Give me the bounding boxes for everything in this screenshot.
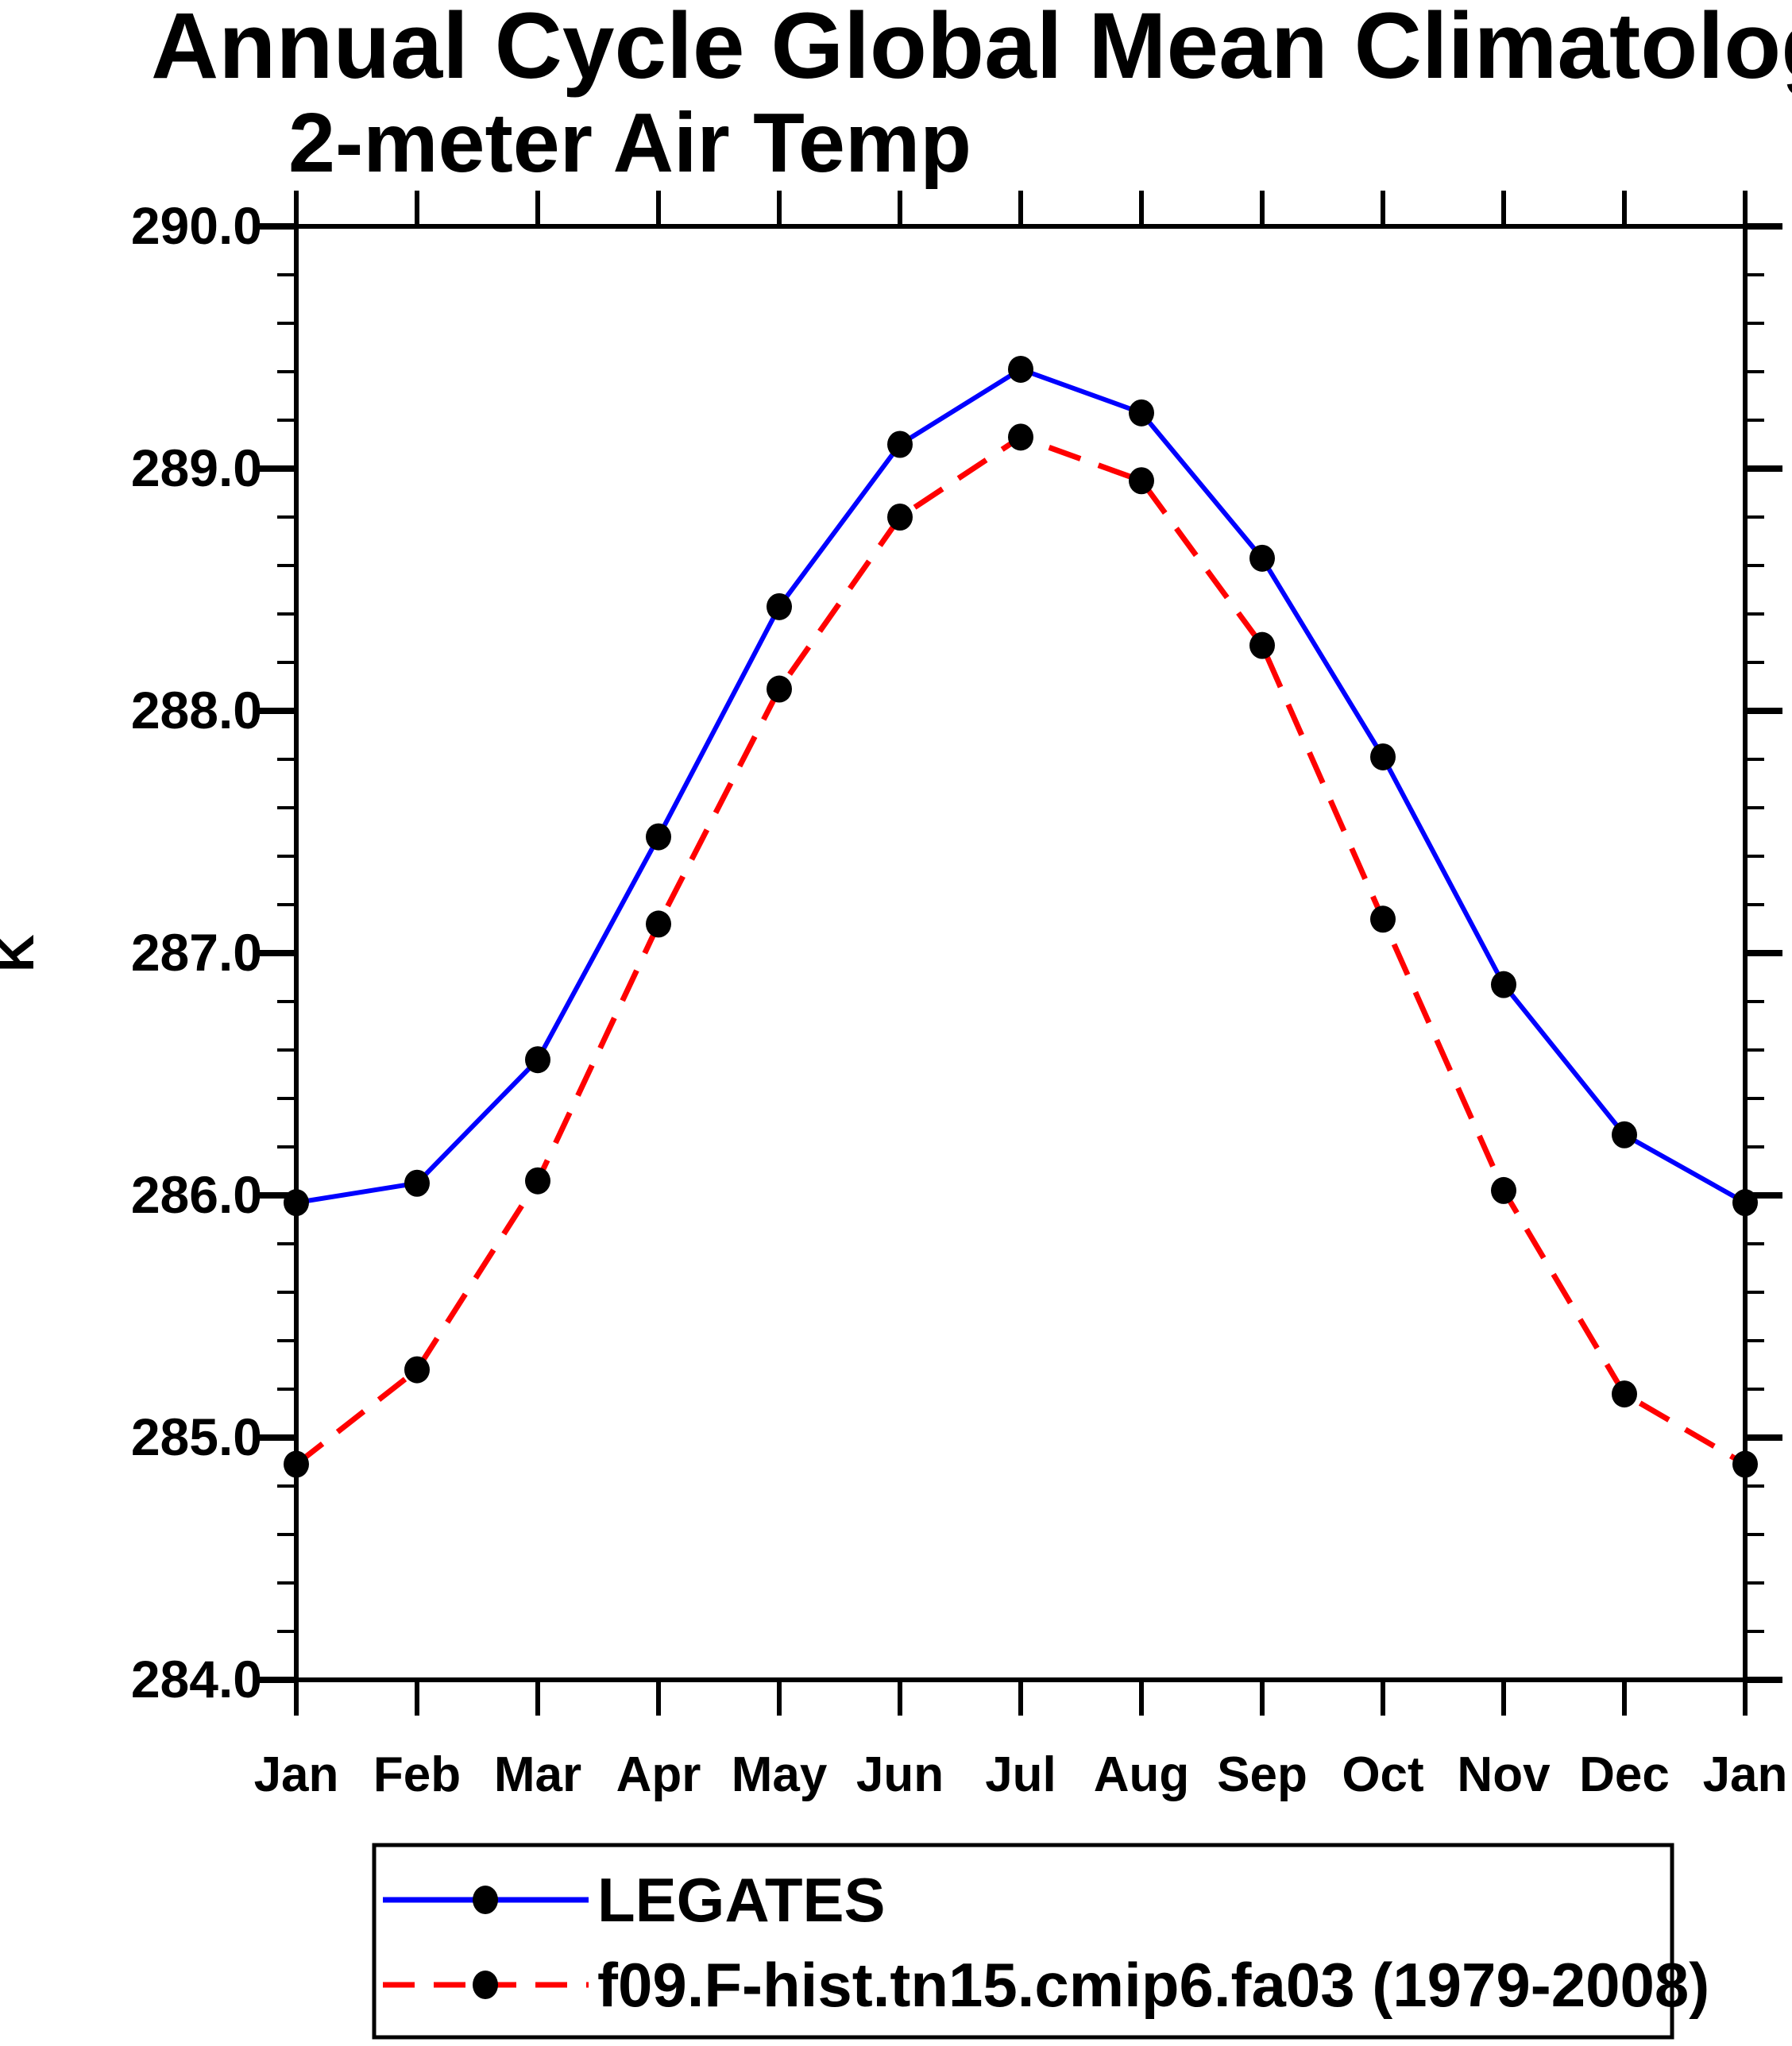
x-tick-label: Nov — [1457, 1747, 1551, 1802]
x-tick-label: Dec — [1579, 1747, 1670, 1802]
data-point-marker — [1491, 971, 1516, 998]
data-series — [284, 355, 1758, 1478]
data-point-marker — [1008, 355, 1033, 383]
legend: LEGATES f09.F-hist.tn15.cmip6.fa03 (1979-… — [372, 1843, 1709, 2040]
x-tick-label: Mar — [494, 1747, 581, 1802]
chart-subtitle: 2-meter Air Temp — [288, 96, 971, 190]
data-point-marker — [1370, 905, 1396, 933]
x-tick-label: Jan — [254, 1747, 339, 1802]
data-point-marker — [887, 504, 913, 531]
data-point-marker — [404, 1169, 430, 1197]
data-point-marker — [887, 430, 913, 458]
data-point-marker — [646, 823, 671, 851]
y-tick-label: 289.0 — [131, 438, 262, 497]
chart-title: Annual Cycle Global Mean Climatology — [151, 0, 1792, 98]
x-tick-label: Oct — [1342, 1747, 1423, 1802]
x-tick-label: Jun — [856, 1747, 944, 1802]
x-tick-label: Feb — [373, 1747, 461, 1802]
y-tick-label: 286.0 — [131, 1165, 262, 1224]
data-point-marker — [525, 1167, 550, 1195]
y-tick-label: 290.0 — [131, 196, 262, 255]
legend-marker-1 — [473, 1971, 498, 1999]
x-tick-label: Jan — [1703, 1747, 1788, 1802]
data-point-marker — [1732, 1450, 1758, 1478]
data-point-marker — [1249, 544, 1275, 572]
data-point-marker — [525, 1046, 550, 1074]
data-point-marker — [1491, 1176, 1516, 1204]
legend-item-label-0: LEGATES — [597, 1865, 886, 1935]
x-tick-label: Apr — [616, 1747, 701, 1802]
series-line-1 — [294, 434, 1747, 1467]
series-line-0 — [295, 366, 1747, 1206]
y-tick-label: 284.0 — [131, 1650, 262, 1708]
data-point-marker — [1612, 1380, 1637, 1408]
data-point-marker — [1129, 399, 1154, 427]
data-point-marker — [1008, 423, 1033, 451]
legend-item-label-1: f09.F-hist.tn15.cmip6.fa03 (1979-2008) — [597, 1950, 1709, 2020]
data-point-marker — [284, 1450, 309, 1478]
y-tick-label: 288.0 — [131, 681, 262, 739]
data-point-marker — [1370, 743, 1396, 770]
y-axis-title: K — [0, 934, 44, 972]
data-point-marker — [767, 593, 792, 620]
axes: Jan Feb Mar Apr May Jun Jul Aug Sep Oct Nov Dec Jan 2… — [131, 191, 1788, 1802]
x-tick-label: Jul — [985, 1747, 1056, 1802]
data-point-marker — [284, 1189, 309, 1217]
data-point-marker — [1249, 631, 1275, 659]
data-point-marker — [646, 910, 671, 938]
y-tick-label: 285.0 — [131, 1407, 262, 1466]
x-tick-label: Aug — [1094, 1747, 1190, 1802]
data-point-marker — [767, 675, 792, 703]
legend-box — [372, 1843, 1674, 2040]
data-point-marker — [1612, 1121, 1637, 1148]
y-tick-label: 287.0 — [131, 923, 262, 982]
data-point-marker — [404, 1356, 430, 1384]
legend-marker-0 — [473, 1886, 498, 1914]
x-tick-label: May — [732, 1747, 828, 1802]
x-tick-label: Sep — [1217, 1747, 1307, 1802]
data-point-marker — [1732, 1189, 1758, 1217]
data-point-marker — [1129, 467, 1154, 495]
